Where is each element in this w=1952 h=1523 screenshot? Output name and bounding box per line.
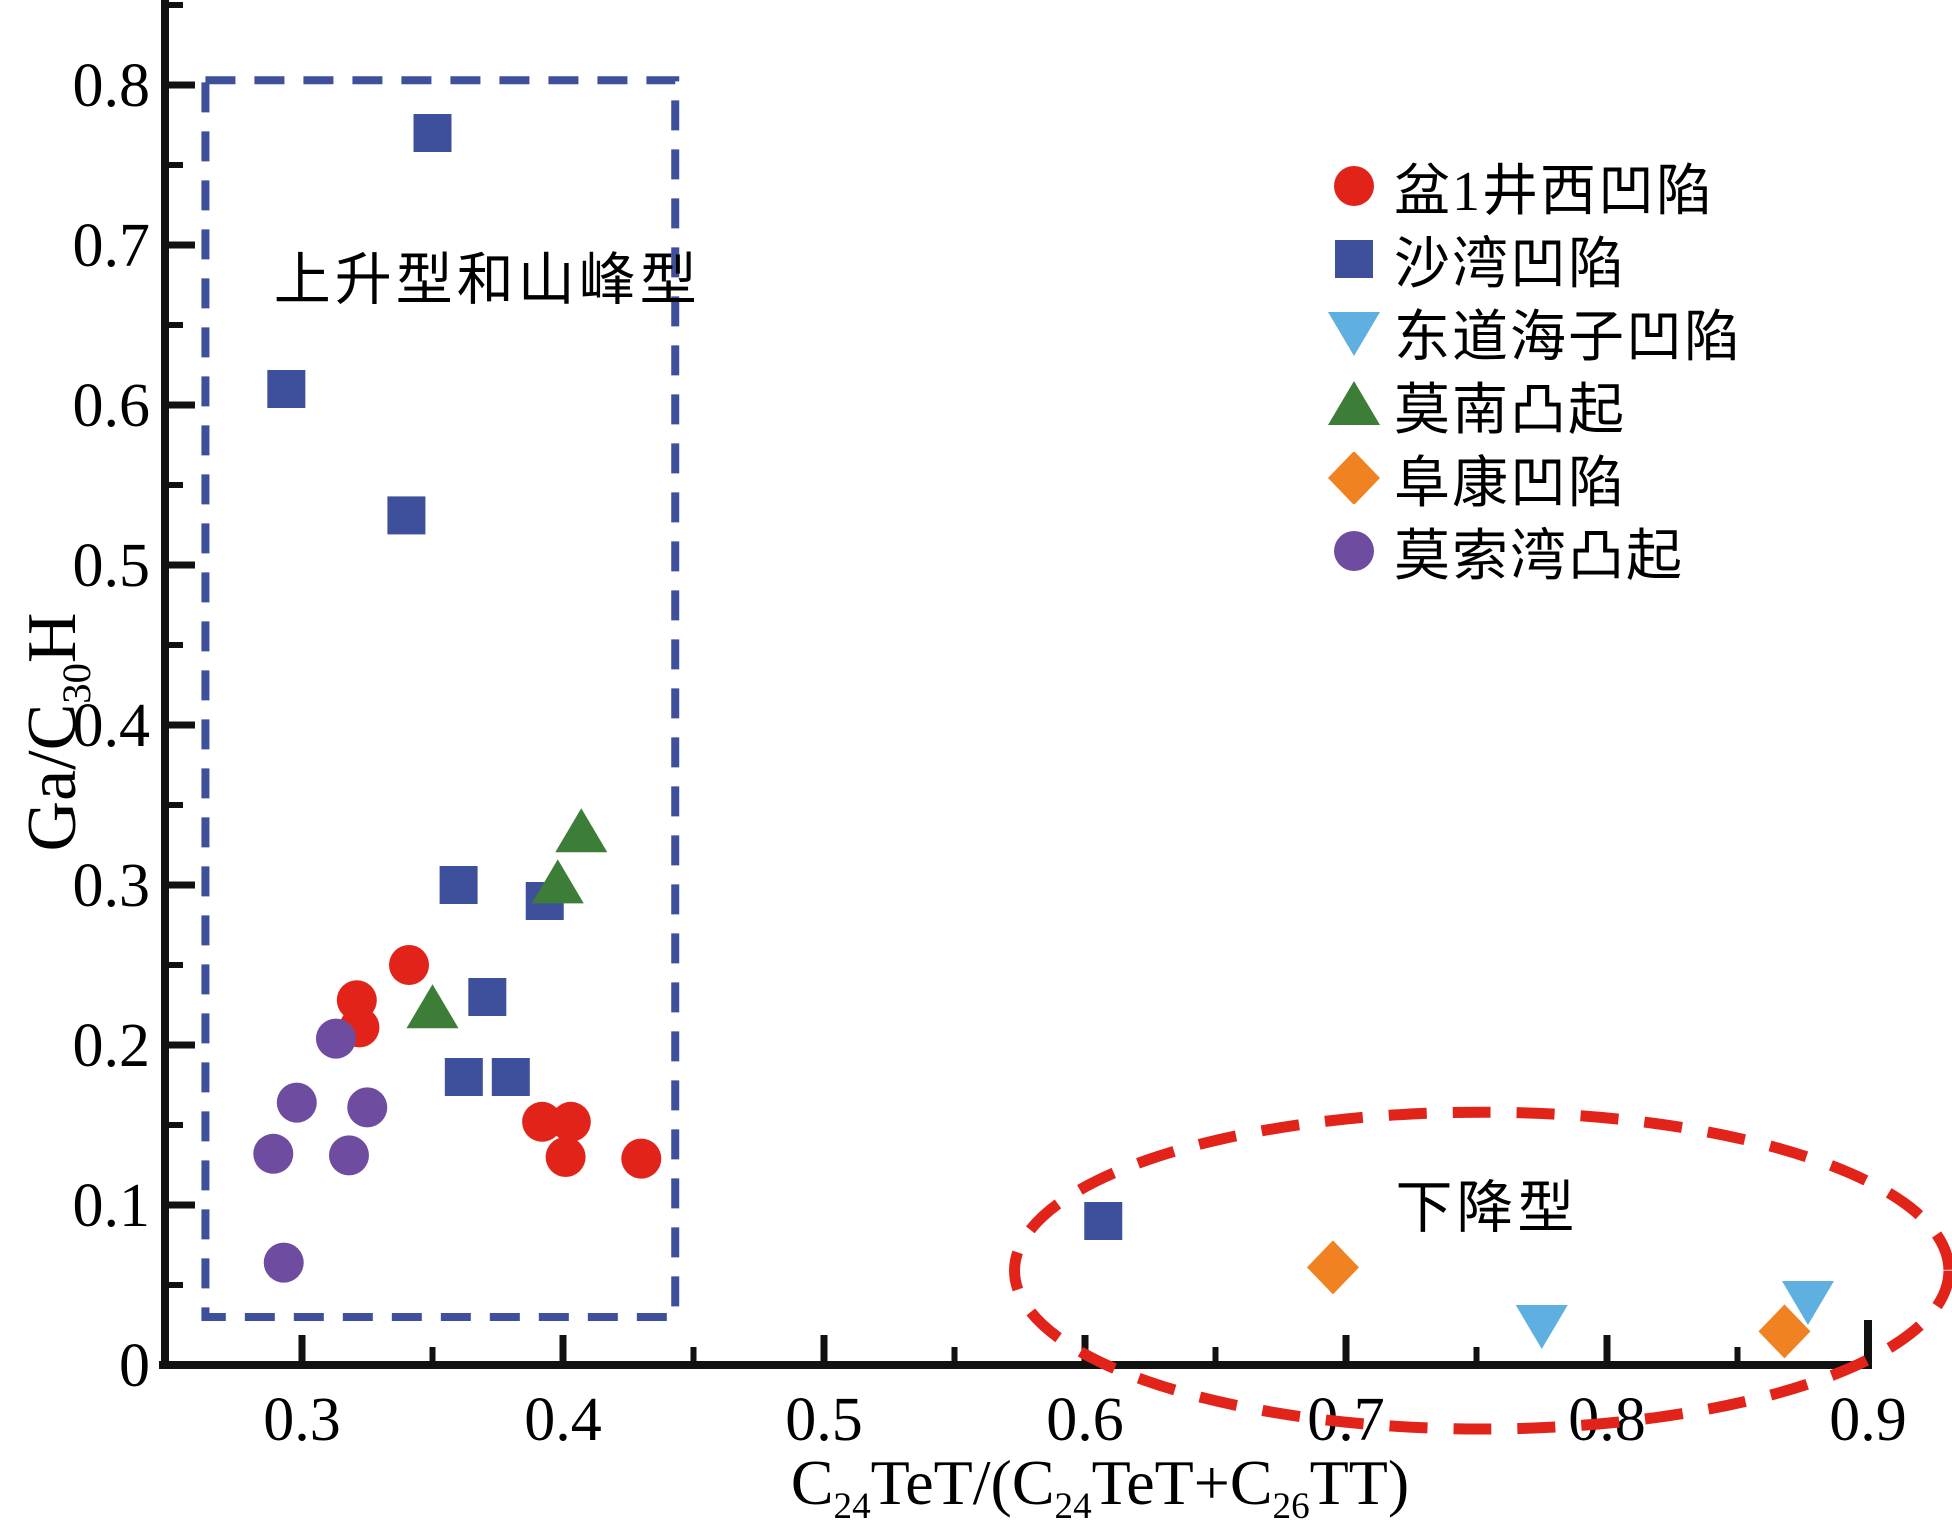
data-point — [550, 1101, 591, 1142]
data-point — [253, 1133, 294, 1174]
data-point — [1084, 1202, 1123, 1240]
legend-item-1: 盆1井西凹陷 — [1328, 158, 1742, 223]
legend-label: 莫南凸起 — [1394, 379, 1626, 442]
data-point — [444, 1058, 483, 1096]
y-tick-label: 0.4 — [73, 692, 151, 760]
legend-marker-shape — [1328, 312, 1380, 356]
circle-legend-marker — [1334, 166, 1374, 206]
circle-legend-marker — [1334, 531, 1374, 571]
y-tick-label: 0.8 — [73, 52, 151, 120]
data-point — [491, 1058, 530, 1096]
data-point — [621, 1138, 662, 1179]
falling-type-region-ellipse — [1009, 1106, 1952, 1435]
y-tick-label: 0.7 — [73, 212, 151, 280]
data-point — [276, 1082, 317, 1123]
y-tick-label: 0.5 — [73, 532, 151, 600]
annotation-rising-type: 上升型和山峰型 — [273, 249, 701, 313]
legend-label: 莫索湾凸起 — [1394, 525, 1684, 588]
data-point — [413, 114, 452, 152]
y-axis-title: Ga/C30H — [14, 612, 99, 852]
y-tick-label: 0.3 — [73, 852, 151, 920]
data-point — [267, 370, 306, 408]
diamond-legend-marker — [1328, 452, 1380, 504]
series-1 — [336, 945, 662, 1179]
x-tick-label: 0.6 — [1046, 1386, 1124, 1454]
data-point — [522, 1101, 563, 1142]
legend-item-5: 阜康凹陷 — [1328, 450, 1742, 515]
x-tick-label: 0.9 — [1829, 1386, 1907, 1454]
data-point — [468, 978, 507, 1016]
legend-item-6: 莫索湾凸起 — [1328, 523, 1742, 588]
data-point — [439, 866, 478, 904]
triangle-down-legend-marker — [1328, 312, 1380, 356]
series-4 — [406, 808, 608, 1029]
data-point — [531, 859, 584, 904]
rising-type-region-box — [201, 76, 680, 1322]
data-point — [555, 808, 608, 853]
x-tick-label: 0.5 — [785, 1386, 863, 1454]
data-point — [406, 984, 459, 1029]
y-tick-label: 0.2 — [73, 1012, 151, 1080]
triangle-up-legend-marker — [1328, 381, 1380, 425]
square-legend-marker — [1335, 240, 1373, 278]
legend-label: 沙湾凹陷 — [1394, 233, 1626, 296]
y-tick-label: 0 — [119, 1332, 150, 1400]
legend-marker-shape — [1328, 381, 1380, 425]
legend: 盆1井西凹陷 沙湾凹陷东道海子凹陷 莫南凸起阜康凹陷莫索湾凸起 — [1328, 158, 1742, 596]
x-tick-label: 0.4 — [524, 1386, 602, 1454]
legend-item-3: 东道海子凹陷 — [1328, 304, 1742, 369]
data-point — [328, 1135, 369, 1176]
data-point — [389, 945, 430, 985]
y-tick-label: 0.1 — [73, 1172, 151, 1240]
series-2 — [267, 114, 1123, 1240]
legend-label: 阜康凹陷 — [1394, 452, 1626, 515]
series-3 — [1515, 1281, 1834, 1349]
legend-marker-shape — [1328, 452, 1380, 504]
legend-label: 盆1井西凹陷 — [1394, 160, 1714, 223]
data-point — [545, 1137, 586, 1177]
data-point — [1781, 1281, 1834, 1325]
annotation-falling-type: 下降型 — [1395, 1177, 1579, 1241]
data-point — [1758, 1304, 1811, 1359]
series-5 — [1306, 1240, 1811, 1359]
series-6 — [253, 1018, 388, 1283]
data-point — [1515, 1305, 1568, 1349]
legend-marker-shape — [1335, 240, 1373, 278]
data-point — [387, 496, 426, 535]
legend-item-2: 沙湾凹陷 — [1328, 231, 1742, 296]
data-point — [263, 1242, 304, 1283]
tick-labels: 0.3 0.4 0.5 0.6 0.7 0.8 0.9 0 0.1 0.2 0.3 0.4 0.5 0.6… — [73, 52, 1907, 1454]
x-axis-title: C24TeT/(C24TeT+C26TT) — [790, 1447, 1410, 1523]
legend-marker-shape — [1334, 166, 1374, 206]
x-tick-label: 0.3 — [263, 1386, 341, 1454]
axis-ticks — [165, 2, 1872, 1365]
data-point — [315, 1018, 356, 1059]
legend-item-4: 莫南凸起 — [1328, 377, 1742, 442]
legend-label: 东道海子凹陷 — [1394, 306, 1742, 369]
data-point — [1306, 1240, 1359, 1295]
legend-marker-shape — [1334, 531, 1374, 571]
y-tick-label: 0.6 — [73, 372, 151, 440]
data-point — [347, 1087, 388, 1128]
